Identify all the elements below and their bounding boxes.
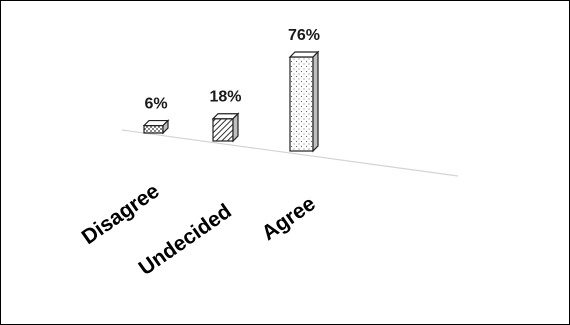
bar-side-agree [312,50,319,153]
bar-side-disagree [162,119,169,135]
bar-front-agree [289,56,314,152]
data-label-agree: 76% [288,27,320,44]
bar-side-undecided [232,112,239,143]
bar-disagree [142,119,170,135]
data-label-undecided: 18% [209,89,241,106]
floor-line [121,129,459,177]
bar-agree [288,50,320,153]
bar-front-disagree [143,124,164,134]
data-labels-layer: 6% 18% 76% [144,27,320,113]
bar-front-undecided [212,118,234,142]
data-label-disagree: 6% [144,96,167,113]
bar-undecided [211,112,240,143]
bars-layer [142,50,320,153]
